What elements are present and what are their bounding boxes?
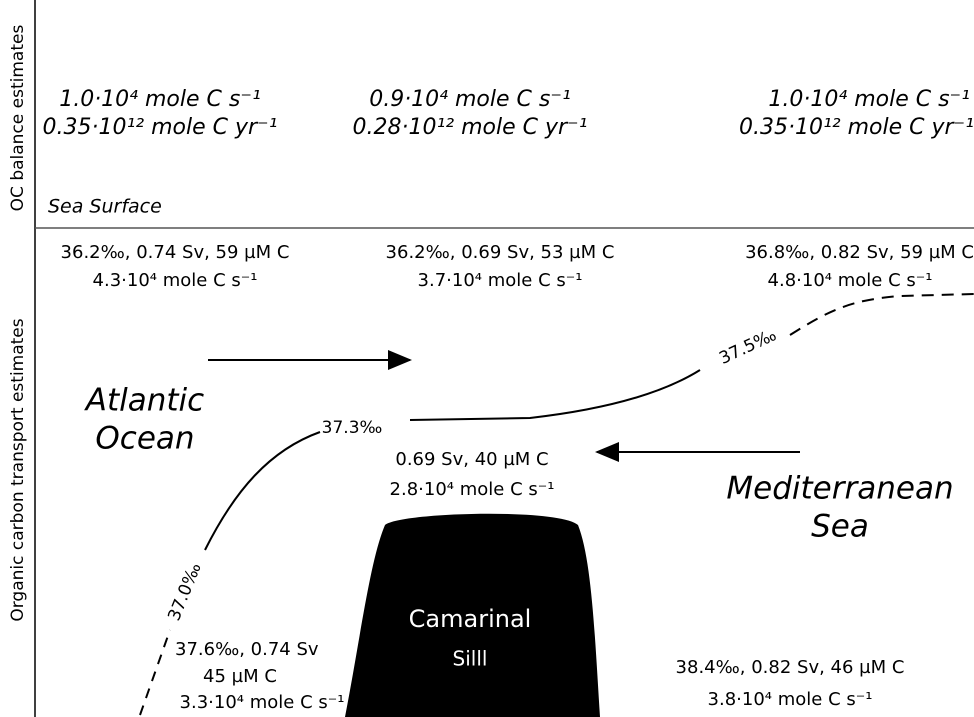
balance-text: 1.0·10⁴ mole C s⁻¹ xyxy=(59,87,261,112)
flow-text: 3.7·10⁴ mole C s⁻¹ xyxy=(418,270,583,291)
flow-text: 36.2‰, 0.69 Sv, 53 µM C xyxy=(386,242,615,263)
isohaline xyxy=(205,432,320,550)
flow-text: 3.3·10⁴ mole C s⁻¹ xyxy=(180,692,345,713)
isohaline-label: 37.0‰ xyxy=(164,560,205,624)
isohaline-label: 37.3‰ xyxy=(322,418,383,438)
balance-text: 0.9·10⁴ mole C s⁻¹ xyxy=(369,87,571,112)
flow-text: 37.6‰, 0.74 Sv xyxy=(175,639,319,660)
balance-text: 0.35·10¹² mole C yr⁻¹ xyxy=(43,115,278,140)
flow-text: 2.8·10⁴ mole C s⁻¹ xyxy=(390,479,555,500)
isohaline-label: 37.5‰ xyxy=(716,325,779,369)
region-label: Mediterranean xyxy=(726,471,953,507)
axis-label: OC balance estimates xyxy=(8,25,28,212)
balance-text: 1.0·10⁴ mole C s⁻¹ xyxy=(768,87,970,112)
diagram: OC balance estimates Organic carbon tran… xyxy=(0,0,974,717)
region-label: Sea xyxy=(811,509,869,545)
region-label: Atlantic xyxy=(84,383,204,419)
balance-text: 0.35·10¹² mole C yr⁻¹ xyxy=(739,115,974,140)
region-label: Ocean xyxy=(95,421,194,457)
sill-label: Silll xyxy=(453,647,488,671)
flow-text: 38.4‰, 0.82 Sv, 46 µM C xyxy=(676,657,905,678)
flow-text: 4.8·10⁴ mole C s⁻¹ xyxy=(768,270,933,291)
flow-text: 36.8‰, 0.82 Sv, 59 µM C xyxy=(745,242,974,263)
sea-surface-label: Sea Surface xyxy=(48,196,162,218)
flow-text: 0.69 Sv, 40 µM C xyxy=(395,449,548,470)
isohaline xyxy=(410,370,700,420)
isohaline xyxy=(790,294,974,335)
isohaline xyxy=(140,630,170,715)
flow-text: 3.8·10⁴ mole C s⁻¹ xyxy=(708,689,873,710)
sill-label: Camarinal xyxy=(409,605,532,633)
axis-label: Organic carbon transport estimates xyxy=(8,318,28,621)
balance-text: 0.28·10¹² mole C yr⁻¹ xyxy=(353,115,588,140)
flow-text: 4.3·10⁴ mole C s⁻¹ xyxy=(93,270,258,291)
flow-text: 36.2‰, 0.74 Sv, 59 µM C xyxy=(61,242,290,263)
flow-text: 45 µM C xyxy=(203,666,277,687)
